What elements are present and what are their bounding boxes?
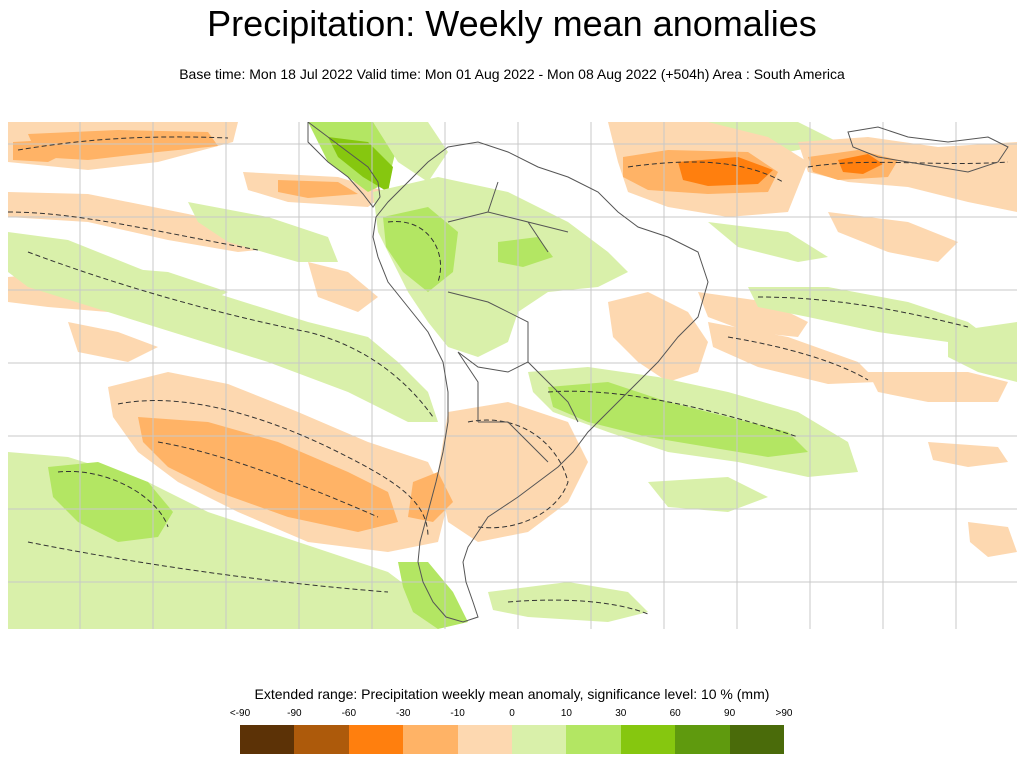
legend-tick-label: 10 (560, 708, 572, 719)
legend-color-bar (240, 725, 785, 754)
legend-swatch (675, 725, 730, 754)
anomaly-area (928, 442, 1008, 467)
anomaly-area (278, 180, 358, 198)
border-lines (447, 181, 569, 253)
significance-contour (117, 400, 429, 538)
anomaly-area (28, 130, 218, 160)
significance-contour (387, 221, 442, 283)
anomaly-area (868, 372, 1008, 402)
legend-swatch (620, 725, 676, 754)
legend-tick-labels: <-90 -90 -60 -30 -10 0 10 30 60 90 >90 (213, 708, 813, 722)
legend-tick-label: 90 (724, 708, 736, 719)
anomaly-area (828, 212, 958, 262)
anomaly-area (8, 232, 438, 422)
legend-tick-label: 60 (669, 708, 681, 719)
map-panel[interactable] (8, 122, 1017, 629)
legend-swatch (240, 725, 295, 754)
anomaly-area (48, 462, 173, 542)
anomaly-area (398, 562, 468, 629)
legend-tick-label: <-90 (229, 708, 251, 719)
south-america-outline (372, 141, 709, 623)
significance-contour (17, 136, 229, 151)
legend-swatch (348, 725, 404, 754)
anomaly-area (548, 382, 808, 457)
central-america-outline (307, 122, 381, 208)
anomaly-area (838, 154, 883, 174)
significance-contour (757, 296, 969, 328)
anomaly-area (108, 267, 228, 302)
border-lines (447, 291, 579, 463)
legend-swatch (294, 725, 349, 754)
legend-swatch (457, 725, 513, 754)
page-title: Precipitation: Weekly mean anomalies (207, 3, 817, 44)
legend-swatch (566, 725, 621, 754)
significance-contour (807, 161, 1009, 168)
legend-swatch (512, 725, 567, 754)
legend-title: Extended range: Precipitation weekly mea… (254, 686, 770, 702)
anomaly-area (373, 122, 448, 182)
legend-tick-label: -60 (341, 708, 357, 719)
anomaly-area (8, 192, 288, 252)
caribbean-islands (847, 126, 1009, 173)
legend-tick-label: 30 (615, 708, 627, 719)
anomaly-area (438, 402, 588, 542)
significance-contour (27, 251, 434, 418)
anomaly-area (968, 522, 1017, 557)
legend-swatch (729, 725, 785, 754)
significance-contour (57, 470, 169, 528)
anomaly-area (648, 477, 768, 512)
legend-tick-label: -30 (395, 708, 411, 719)
anomaly-area (708, 222, 828, 262)
map-subtitle: Base time: Mon 18 Jul 2022 Valid time: M… (179, 66, 845, 82)
anomaly-map[interactable] (8, 122, 1017, 629)
significance-contour (727, 336, 869, 381)
legend-tick-label: -10 (450, 708, 465, 719)
coastlines (307, 122, 1009, 623)
anomaly-area (608, 292, 708, 382)
anomaly-fields (8, 122, 1017, 629)
anomaly-area (488, 582, 648, 622)
anomaly-area (708, 322, 878, 384)
legend-tick-label: 0 (509, 708, 515, 719)
significance-contour (547, 390, 799, 438)
significance-contour (507, 599, 649, 615)
anomaly-area (138, 417, 398, 532)
legend-swatch (403, 725, 458, 754)
anomaly-area (678, 157, 773, 186)
anomaly-area (13, 140, 68, 162)
significance-contour (8, 211, 259, 251)
anomaly-area (498, 237, 553, 267)
anomaly-area (948, 322, 1017, 382)
anomaly-area (698, 292, 808, 337)
legend-tick-label: -90 (287, 708, 302, 719)
anomaly-area (308, 262, 378, 312)
significance-contour (157, 441, 379, 518)
significance-contour (27, 541, 389, 593)
anomaly-area (68, 322, 158, 362)
anomaly-area (328, 137, 393, 192)
anomaly-area (748, 287, 988, 342)
significance-contour (627, 161, 784, 183)
legend-tick-label: >90 (775, 708, 793, 719)
graticule (8, 122, 1017, 629)
anomaly-area (383, 207, 458, 292)
